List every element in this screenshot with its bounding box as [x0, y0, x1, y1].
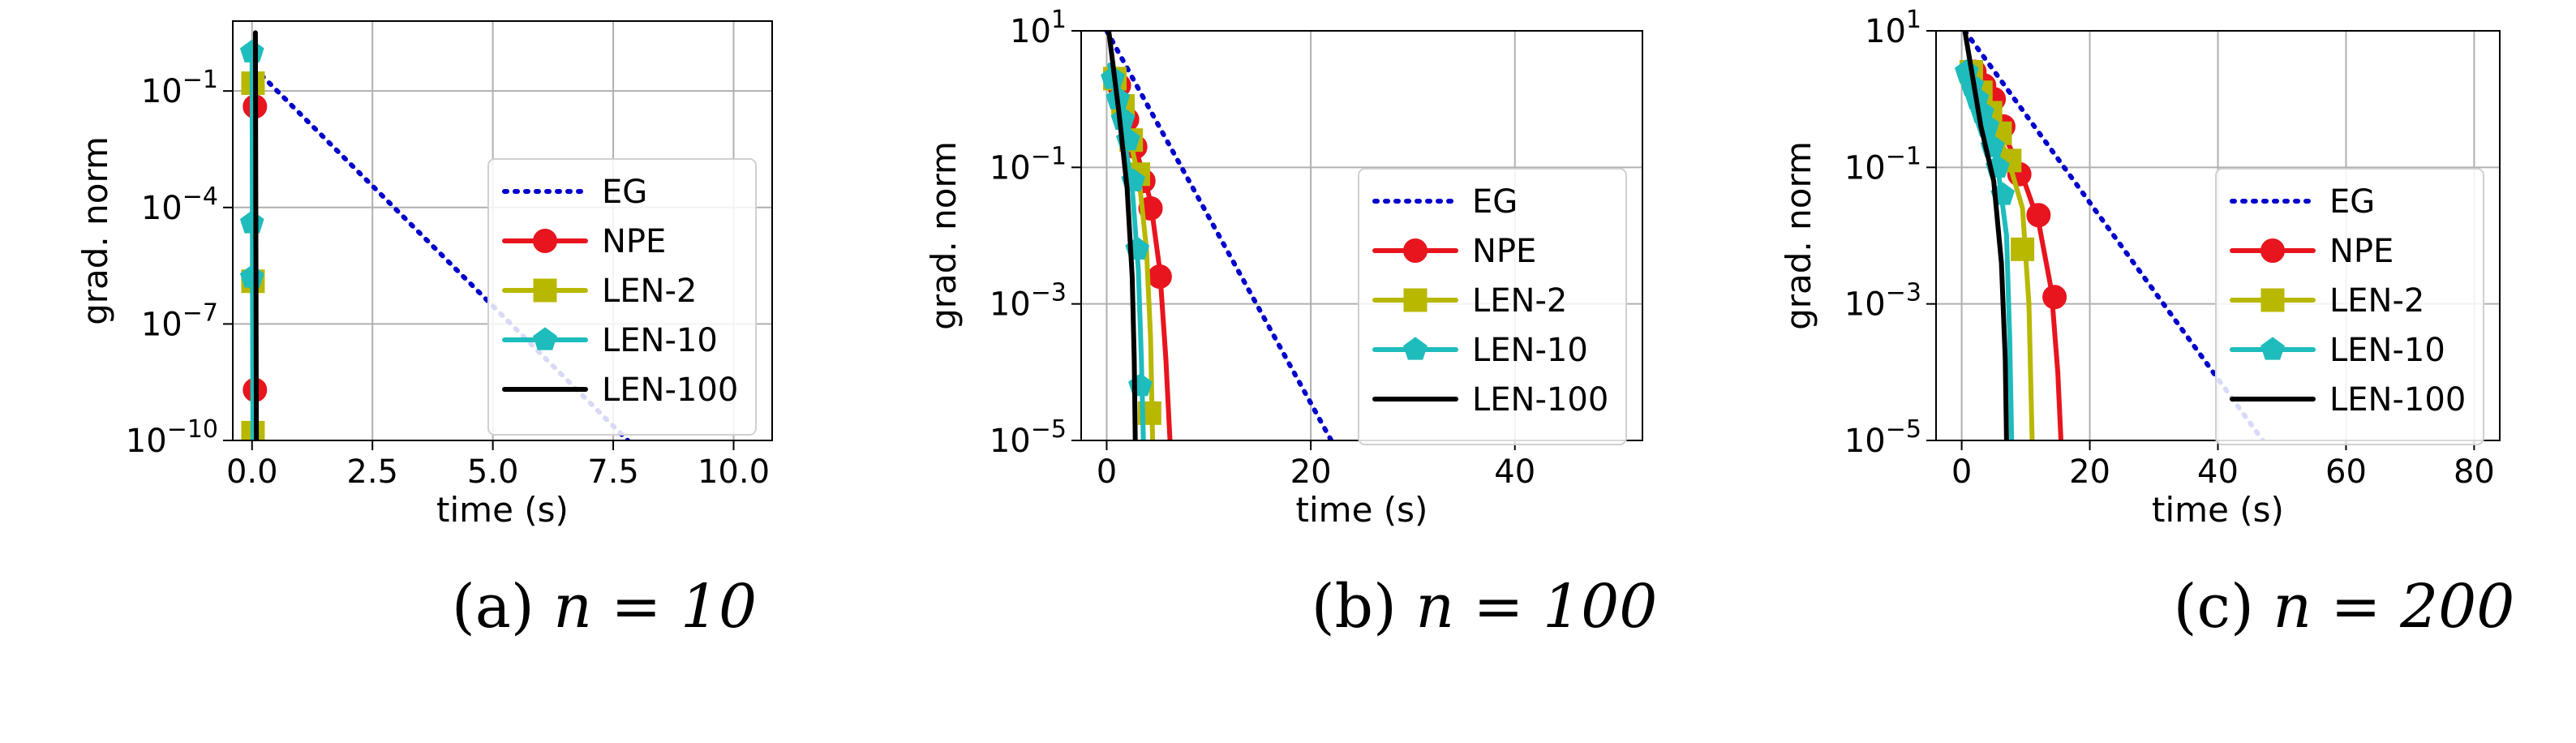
legend-box: [1358, 168, 1627, 445]
data-point-npe: [1147, 264, 1172, 289]
caption-math: n = 200: [2273, 572, 2515, 642]
chart-1: 0.0 2.5 5.0 7.5 10.0 10−1 10−4 10−7 10−10 time (s…: [75, 20, 773, 530]
data-point-npe: [2026, 203, 2051, 228]
legend-entry-eg: EG: [2329, 183, 2375, 221]
legend-entry-len-2: LEN-2: [2329, 282, 2424, 320]
y-axis-label: grad. norm: [1779, 141, 1818, 330]
legend-marker-len-10: [1403, 337, 1428, 360]
data-point-len-10: [239, 264, 264, 288]
data-point-npe: [2042, 285, 2067, 310]
y-tick-label: 10−4: [141, 183, 218, 227]
plot-frame: [232, 20, 773, 441]
legend-entry-npe: NPE: [1472, 233, 1536, 270]
legend-entry-len-100: LEN-100: [602, 372, 738, 409]
series-line-len-10: [249, 49, 255, 440]
x-tick-label: 0: [1951, 453, 1972, 491]
x-axis-label: time (s): [2152, 490, 2284, 530]
legend: EG NPE LEN-2 LEN-10 LEN-100: [487, 158, 757, 436]
legend-box: [487, 158, 757, 436]
legend-marker-npe: [2260, 238, 2285, 263]
caption-math: n = 100: [1415, 572, 1658, 642]
legend-entry-eg: EG: [1472, 183, 1518, 221]
x-tick-label: 7.5: [587, 453, 639, 491]
legend-entry-len-10: LEN-10: [2329, 332, 2445, 369]
caption-label: (a): [451, 572, 554, 642]
legend-entry-npe: NPE: [602, 223, 666, 260]
legend-marker-npe: [533, 229, 557, 253]
chart-3: 0 20 40 60 80 101 10−1 10−3 10−5 time (s) grad. no…: [1779, 6, 2501, 530]
x-tick-label: 60: [2325, 453, 2367, 491]
data-point-len-2: [2011, 237, 2035, 261]
legend-marker-npe: [1403, 238, 1428, 263]
y-tick-label: 10−3: [990, 279, 1067, 324]
y-tick-label: 10−5: [1844, 415, 1921, 460]
series-line-eg: [1962, 31, 2265, 440]
subfigure-caption: (b) n = 100: [1298, 572, 1671, 645]
legend: EG NPE LEN-2 LEN-10 LEN-100: [1358, 168, 1627, 445]
legend-marker-len-10: [533, 327, 557, 350]
series-line-len-100: [252, 30, 260, 440]
subfigure-caption: (c) n = 200: [2157, 572, 2531, 645]
x-tick-label: 20: [1290, 453, 1332, 491]
subfigure-caption: (a) n = 10: [434, 572, 775, 645]
x-axis-label: time (s): [1296, 490, 1428, 530]
legend-entry-len-100: LEN-100: [1472, 381, 1608, 419]
chart-2: 0 20 40 101 10−1 10−3 10−5 time (s) grad. norm EG…: [924, 6, 1643, 530]
caption-math: n = 10: [553, 572, 758, 642]
legend-entry-len-2: LEN-2: [602, 273, 697, 310]
x-tick-label: 40: [2197, 453, 2239, 491]
y-tick-label: 10−3: [1844, 279, 1921, 324]
legend-marker-len-2: [1403, 288, 1428, 312]
x-tick-label: 0: [1097, 453, 1117, 491]
y-tick-label: 10−10: [126, 415, 218, 460]
legend-marker-len-10: [2260, 337, 2285, 360]
legend-entry-len-10: LEN-10: [1472, 332, 1588, 369]
caption-label: (c): [2173, 572, 2273, 642]
series-group: [239, 30, 630, 440]
legend-entry-len-2: LEN-2: [1472, 282, 1567, 320]
y-tick-label: 10−1: [1844, 142, 1921, 187]
series-group: [1955, 31, 2265, 440]
series-line-len-100: [1106, 31, 1138, 440]
x-tick-label: 0.0: [226, 453, 278, 491]
caption-label: (b): [1311, 572, 1416, 642]
legend-entry-len-100: LEN-100: [2329, 381, 2466, 419]
legend-entry-npe: NPE: [2329, 233, 2394, 270]
y-tick-label: 10−7: [141, 298, 218, 343]
x-axis-label: time (s): [436, 490, 569, 530]
y-tick-label: 10−5: [990, 415, 1067, 460]
data-point-len-10: [239, 39, 264, 62]
series-group: [1101, 31, 1334, 440]
legend-marker-len-2: [533, 278, 557, 303]
y-tick-label: 10−1: [990, 142, 1067, 187]
y-tick-label: 101: [1865, 6, 1921, 50]
legend-entry-len-10: LEN-10: [602, 322, 718, 359]
x-tick-label: 2.5: [346, 453, 398, 491]
y-tick-label: 101: [1010, 6, 1067, 50]
y-axis-label: grad. norm: [924, 141, 964, 330]
x-tick-label: 20: [2069, 453, 2110, 491]
y-tick-label: 10−1: [141, 66, 218, 110]
data-point-len-10: [239, 210, 264, 234]
legend-box: [2215, 168, 2484, 445]
x-tick-label: 10.0: [698, 453, 770, 491]
series-line-len-100: [1962, 31, 2009, 440]
y-axis-label: grad. norm: [75, 136, 115, 325]
legend-marker-len-2: [2260, 288, 2285, 312]
x-tick-label: 40: [1494, 453, 1535, 491]
legend-entry-eg: EG: [602, 174, 647, 211]
series-line-eg: [1104, 31, 1334, 440]
x-tick-label: 5.0: [467, 453, 519, 491]
x-tick-label: 80: [2454, 453, 2495, 491]
legend: EG NPE LEN-2 LEN-10 LEN-100: [2215, 168, 2484, 445]
